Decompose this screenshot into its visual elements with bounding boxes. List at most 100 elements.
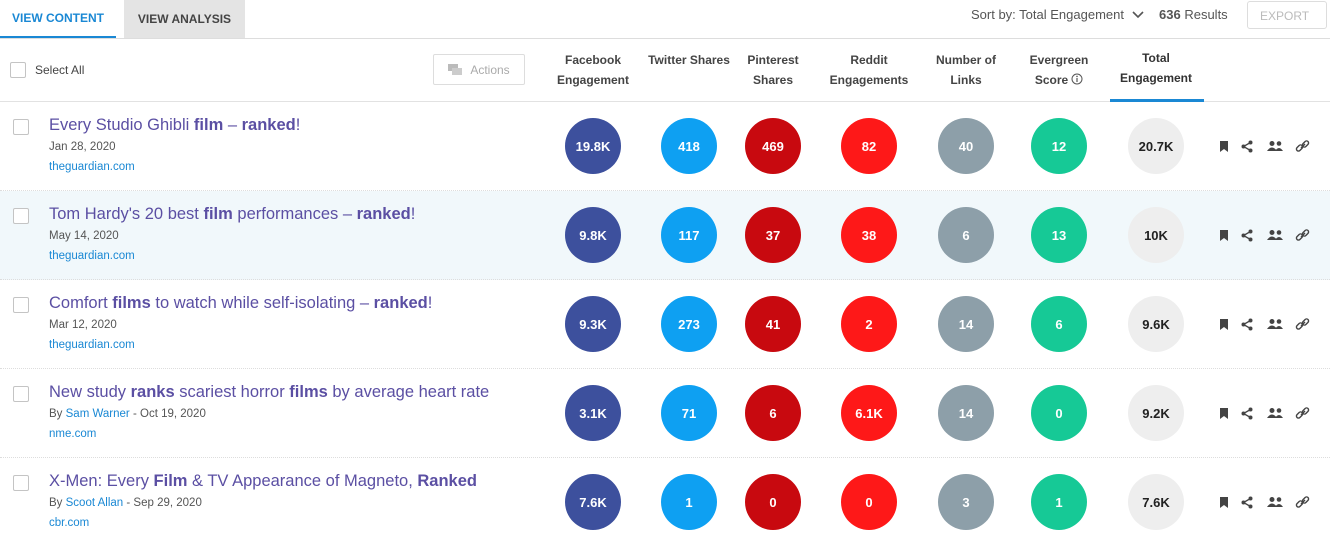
link-icon[interactable] <box>1295 407 1311 420</box>
title-text: Comfort <box>49 294 113 312</box>
title-keyword: films <box>289 383 328 401</box>
share-icon[interactable] <box>1241 229 1257 242</box>
share-icon[interactable] <box>1241 318 1257 331</box>
column-header[interactable]: Facebook Engagement <box>548 50 638 90</box>
row-checkbox[interactable] <box>13 119 29 135</box>
author-link[interactable]: Scoot Allan <box>65 497 124 509</box>
metric-circle: 117 <box>661 207 717 263</box>
column-header[interactable]: Evergreen Score <box>1014 50 1104 90</box>
title-text: New study <box>49 383 131 401</box>
column-header[interactable]: Number of Links <box>921 50 1011 90</box>
bookmark-icon[interactable] <box>1218 229 1234 242</box>
metric-circle: 469 <box>745 118 801 174</box>
users-icon[interactable] <box>1267 318 1283 331</box>
column-header[interactable]: Pinterest Shares <box>728 50 818 90</box>
metric-circle: 1 <box>661 474 717 530</box>
article-title[interactable]: Comfort films to watch while self-isolat… <box>49 294 432 313</box>
metric-circle: 0 <box>1031 385 1087 441</box>
actions-button[interactable]: Actions <box>433 54 525 85</box>
title-keyword: ranked <box>373 294 428 312</box>
metric-circle: 7.6K <box>1128 474 1184 530</box>
share-icon[interactable] <box>1241 140 1257 153</box>
info-icon[interactable] <box>1071 73 1083 85</box>
metric-circle: 6 <box>938 207 994 263</box>
column-header[interactable]: Reddit Engagements <box>824 50 914 90</box>
title-keyword: ranked <box>356 205 411 223</box>
column-header-label: Facebook Engagement <box>556 53 629 87</box>
users-icon[interactable] <box>1267 229 1283 242</box>
metric-circle: 10K <box>1128 207 1184 263</box>
title-keyword: ranks <box>130 383 175 401</box>
tab-view-analysis[interactable]: VIEW ANALYSIS <box>124 0 245 38</box>
article-domain[interactable]: theguardian.com <box>49 161 135 173</box>
title-keyword: Film <box>153 472 188 490</box>
share-icon[interactable] <box>1241 407 1257 420</box>
article-domain[interactable]: theguardian.com <box>49 250 135 262</box>
article-title[interactable]: X-Men: Every Film & TV Appearance of Mag… <box>49 472 477 491</box>
row-checkbox[interactable] <box>13 475 29 491</box>
metric-circle: 9.8K <box>565 207 621 263</box>
article-date: Jan 28, 2020 <box>49 141 116 153</box>
author-link[interactable]: Sam Warner <box>65 408 130 420</box>
select-all-checkbox[interactable] <box>10 62 26 78</box>
bookmark-icon[interactable] <box>1218 496 1234 509</box>
title-keyword: Ranked <box>417 472 477 490</box>
sort-dropdown[interactable]: Sort by: Total Engagement <box>971 7 1144 22</box>
column-header[interactable]: Total Engagement <box>1111 48 1201 88</box>
row-checkbox[interactable] <box>13 208 29 224</box>
metric-circle: 7.6K <box>565 474 621 530</box>
article-date: May 14, 2020 <box>49 230 119 242</box>
article-domain[interactable]: cbr.com <box>49 517 90 529</box>
title-text: to watch while self-isolating – <box>150 294 374 312</box>
article-title[interactable]: New study ranks scariest horror films by… <box>49 383 489 402</box>
article-title[interactable]: Every Studio Ghibli film – ranked! <box>49 116 300 135</box>
metric-circle: 1 <box>1031 474 1087 530</box>
article-date: Oct 19, 2020 <box>140 408 206 420</box>
row-checkbox[interactable] <box>13 386 29 402</box>
article-title[interactable]: Tom Hardy's 20 best film performances – … <box>49 205 415 224</box>
bookmark-icon[interactable] <box>1218 140 1234 153</box>
actions-icon <box>448 63 463 75</box>
column-header-label: Total Engagement <box>1119 51 1192 85</box>
separator: - <box>126 497 131 509</box>
title-keyword: ranked <box>241 116 296 134</box>
metric-circle: 14 <box>938 296 994 352</box>
title-text: ! <box>295 116 301 134</box>
users-icon[interactable] <box>1267 496 1283 509</box>
users-icon[interactable] <box>1267 407 1283 420</box>
metric-circle: 82 <box>841 118 897 174</box>
metric-circle: 40 <box>938 118 994 174</box>
bookmark-icon[interactable] <box>1218 407 1234 420</box>
article-meta: By Sam Warner - Oct 19, 2020 <box>49 408 206 420</box>
metric-circle: 71 <box>661 385 717 441</box>
title-text: Tom Hardy's 20 best <box>49 205 204 223</box>
article-meta: May 14, 2020 <box>49 230 119 242</box>
title-keyword: films <box>112 294 151 312</box>
metric-circle: 6.1K <box>841 385 897 441</box>
article-domain[interactable]: nme.com <box>49 428 97 440</box>
bookmark-icon[interactable] <box>1218 318 1234 331</box>
metric-circle: 6 <box>1031 296 1087 352</box>
share-icon[interactable] <box>1241 496 1257 509</box>
users-icon[interactable] <box>1267 140 1283 153</box>
title-text: by average heart rate <box>327 383 490 401</box>
header-divider <box>0 101 1330 102</box>
column-header-label: Number of Links <box>936 53 996 87</box>
tab-view-content[interactable]: VIEW CONTENT <box>0 0 116 38</box>
column-header[interactable]: Twitter Shares <box>644 50 734 70</box>
sort-label: Sort by: Total Engagement <box>971 7 1124 22</box>
metric-circle: 6 <box>745 385 801 441</box>
link-icon[interactable] <box>1295 229 1311 242</box>
link-icon[interactable] <box>1295 496 1311 509</box>
metric-circle: 3 <box>938 474 994 530</box>
active-column-underline <box>1110 99 1204 102</box>
title-keyword: film <box>203 205 233 223</box>
article-meta: Jan 28, 2020 <box>49 141 116 153</box>
export-button[interactable]: EXPORT <box>1247 1 1327 29</box>
link-icon[interactable] <box>1295 318 1311 331</box>
row-checkbox[interactable] <box>13 297 29 313</box>
title-text: – <box>223 116 242 134</box>
article-domain[interactable]: theguardian.com <box>49 339 135 351</box>
metric-circle: 12 <box>1031 118 1087 174</box>
link-icon[interactable] <box>1295 140 1311 153</box>
